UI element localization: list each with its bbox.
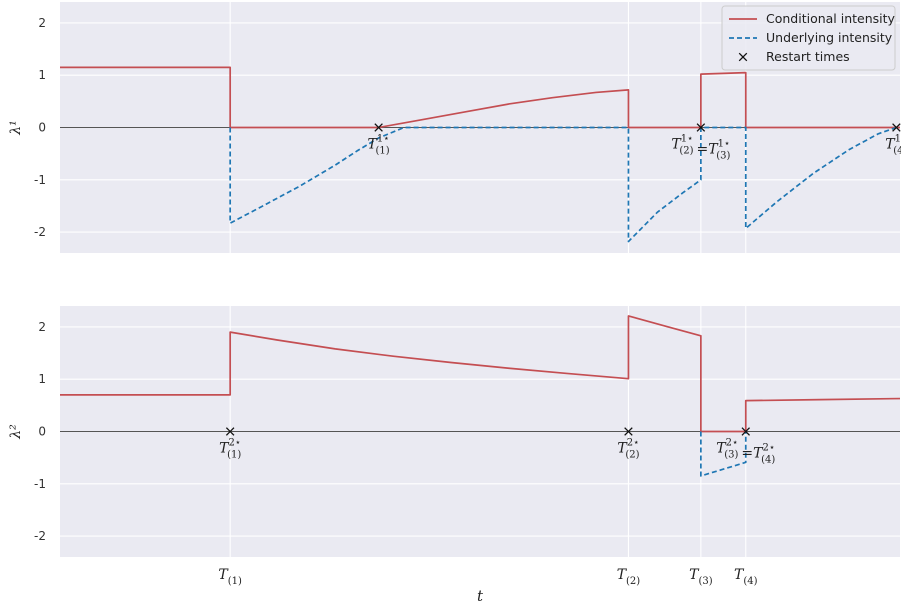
bottom-ytick-label: 2 — [38, 320, 46, 334]
legend: Conditional intensity Underlying intensit… — [721, 5, 896, 71]
top-series-underlying — [229, 126, 897, 243]
top-restart-marker — [696, 123, 706, 132]
bottom-restart-label: T2⋆ (2) — [617, 438, 639, 461]
top-restart-label: T1⋆ (1) — [368, 134, 390, 157]
bottom-restart-marker — [225, 427, 235, 436]
x-axis-label: t — [477, 587, 484, 605]
legend-item: Underlying intensity — [729, 30, 893, 45]
xtick-label: T(1) — [218, 567, 242, 587]
label-layer: -2 -1 0 1 2 T1⋆(1) T1⋆(2)=T1⋆(3) T1⋆(4) λ¹ -2 -1 0 1… — [8, 16, 901, 605]
bottom-ytick-label: -2 — [34, 529, 46, 543]
top-ytick-label: -1 — [34, 173, 46, 187]
legend-item: Restart times — [738, 49, 850, 64]
legend-label: Underlying intensity — [766, 30, 893, 45]
xtick-label: T(4) — [734, 567, 758, 587]
legend-box — [721, 5, 896, 71]
legend-item: Conditional intensity — [729, 11, 896, 26]
bottom-ylabel: λ² — [8, 424, 24, 440]
top-ytick-label: 0 — [38, 121, 46, 135]
bottom-series-conditional — [60, 315, 901, 433]
bottom-restart-label: T2⋆ (3) =T2⋆ (4) — [716, 438, 775, 466]
bottom-series-underlying — [700, 431, 747, 477]
bottom-restart-label: T2⋆ (1) — [219, 438, 241, 461]
top-ytick-label: 1 — [38, 68, 46, 82]
top-restart-label: T1⋆(4) — [885, 134, 901, 157]
bottom-restart-marker — [624, 427, 633, 436]
bottom-ytick-label: 1 — [38, 372, 46, 386]
legend-label: Restart times — [766, 49, 850, 64]
top-restart-label: T1⋆ (2) =T1⋆ (3) — [671, 134, 730, 162]
bottom-restart-marker — [741, 427, 751, 436]
top-restart-marker — [374, 123, 383, 132]
top-restart-marker — [892, 123, 901, 132]
legend-label: Conditional intensity — [766, 11, 896, 26]
bottom-ytick-label: -1 — [34, 477, 46, 491]
top-ylabel: λ¹ — [8, 120, 24, 136]
xtick-label: T(2) — [617, 567, 641, 587]
restart-marker-layer — [225, 123, 901, 436]
top-ytick-label: -2 — [34, 225, 46, 239]
top-ytick-label: 2 — [38, 16, 46, 30]
series-layer — [60, 66, 901, 477]
bottom-ytick-label: 0 — [38, 425, 46, 439]
top-series-conditional — [60, 66, 900, 129]
xtick-label: T(3) — [689, 567, 713, 587]
